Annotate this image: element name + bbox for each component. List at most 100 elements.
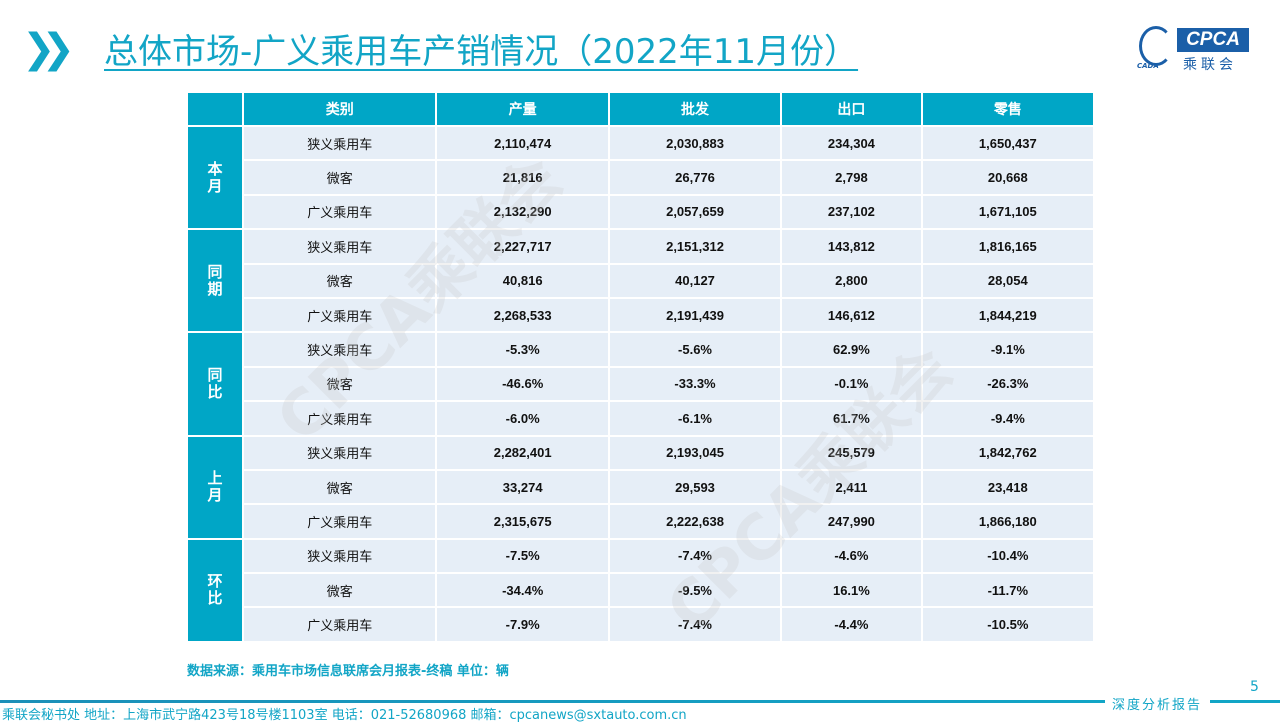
category-cell: 微客 (244, 264, 436, 297)
value-cell: 2,282,401 (437, 436, 608, 469)
value-cell: -7.4% (609, 539, 781, 573)
group-label: 同比 (188, 333, 242, 435)
value-cell: 2,191,439 (609, 298, 781, 332)
value-cell: -11.7% (922, 574, 1093, 607)
table-row: 微客 40,816 40,127 2,800 28,054 (188, 264, 1093, 297)
value-cell: -4.6% (782, 539, 921, 573)
page-title: 总体市场-广义乘用车产销情况（2022年11月份） (104, 32, 859, 72)
category-cell: 微客 (244, 470, 436, 504)
value-cell: 33,274 (437, 470, 608, 504)
logo-cn: 乘联会 (1183, 57, 1237, 73)
value-cell: 146,612 (782, 298, 921, 332)
column-header: 类别 (244, 93, 436, 125)
category-cell: 广义乘用车 (244, 505, 436, 538)
value-cell: -7.4% (609, 608, 781, 641)
value-cell: -33.3% (609, 367, 781, 401)
value-cell: -34.4% (437, 574, 608, 607)
category-cell: 微客 (244, 161, 436, 194)
data-source-note: 数据来源：乘用车市场信息联席会月报表-终稿 单位：辆 (187, 664, 509, 679)
value-cell: 1,671,105 (922, 195, 1093, 229)
value-cell: -7.9% (437, 608, 608, 641)
footer-divider-right (1210, 700, 1280, 703)
value-cell: 16.1% (782, 574, 921, 607)
category-cell: 狭义乘用车 (244, 230, 436, 263)
value-cell: 21,816 (437, 161, 608, 194)
value-cell: 247,990 (782, 505, 921, 538)
value-cell: 2,110,474 (437, 127, 608, 160)
column-header (188, 93, 242, 125)
category-cell: 狭义乘用车 (244, 436, 436, 469)
footer-contact: 乘联会秘书处 地址：上海市武宁路423号18号楼1103室 电话：021-526… (2, 708, 687, 723)
value-cell: -46.6% (437, 367, 608, 401)
table-row: 本月 狭义乘用车 2,110,474 2,030,883 234,304 1,650,43… (188, 127, 1093, 229)
table-row: 同比 狭义乘用车 -5.3% -5.6% 62.9% -9.1% (188, 333, 1093, 435)
group-label-text: 上月 (207, 469, 223, 505)
value-cell: 2,193,045 (609, 436, 781, 469)
value-cell: 2,030,883 (609, 127, 781, 160)
value-cell: 2,411 (782, 470, 921, 504)
group-label: 本月 (188, 127, 242, 229)
value-cell: -26.3% (922, 367, 1093, 401)
category-cell: 广义乘用车 (244, 298, 436, 332)
footer-tag: 深度分析报告 (1112, 698, 1203, 713)
category-cell: 狭义乘用车 (244, 127, 436, 160)
value-cell: -5.6% (609, 333, 781, 366)
value-cell: 2,057,659 (609, 195, 781, 229)
value-cell: 2,798 (782, 161, 921, 194)
table-row: 微客 33,274 29,593 2,411 23,418 (188, 470, 1093, 504)
value-cell: 1,816,165 (922, 230, 1093, 263)
value-cell: 20,668 (922, 161, 1093, 194)
value-cell: -4.4% (782, 608, 921, 641)
value-cell: 2,151,312 (609, 230, 781, 263)
footer-divider (0, 700, 1105, 703)
logo-small: CADA (1137, 62, 1159, 70)
value-cell: 1,844,219 (922, 298, 1093, 332)
value-cell: 23,418 (922, 470, 1093, 504)
sales-table: 类别 产量 批发 出口 零售 本月 狭义乘用车 2,110,474 2,030,883 234,… (186, 91, 1095, 643)
group-label-text: 本月 (207, 159, 223, 195)
value-cell: 2,222,638 (609, 505, 781, 538)
category-cell: 广义乘用车 (244, 195, 436, 229)
table-row: 广义乘用车 2,132,290 2,057,659 237,102 1,671,105 (188, 195, 1093, 229)
value-cell: 2,315,675 (437, 505, 608, 538)
value-cell: -9.5% (609, 574, 781, 607)
column-header: 产量 (437, 93, 608, 125)
category-cell: 微客 (244, 574, 436, 607)
cpca-logo: CPCA 乘联会 CADA (1135, 24, 1260, 73)
value-cell: -10.4% (922, 539, 1093, 573)
value-cell: 40,127 (609, 264, 781, 297)
table-row: 微客 -46.6% -33.3% -0.1% -26.3% (188, 367, 1093, 401)
value-cell: -0.1% (782, 367, 921, 401)
value-cell: 1,842,762 (922, 436, 1093, 469)
value-cell: 245,579 (782, 436, 921, 469)
category-cell: 狭义乘用车 (244, 333, 436, 366)
group-label: 同期 (188, 230, 242, 332)
value-cell: 1,650,437 (922, 127, 1093, 160)
table-row: 同期 狭义乘用车 2,227,717 2,151,312 143,812 1,816,16… (188, 230, 1093, 332)
table-row: 广义乘用车 -7.9% -7.4% -4.4% -10.5% (188, 608, 1093, 641)
category-cell: 广义乘用车 (244, 608, 436, 641)
logo-text: CPCA (1177, 28, 1249, 52)
value-cell: 234,304 (782, 127, 921, 160)
table-row: 广义乘用车 2,268,533 2,191,439 146,612 1,844,219 (188, 298, 1093, 332)
table-row: 环比 狭义乘用车 -7.5% -7.4% -4.6% -10.4% (188, 539, 1093, 641)
group-label-text: 同期 (207, 262, 223, 298)
value-cell: 29,593 (609, 470, 781, 504)
value-cell: -6.1% (609, 402, 781, 435)
value-cell: 143,812 (782, 230, 921, 263)
group-label: 上月 (188, 436, 242, 538)
value-cell: -9.4% (922, 402, 1093, 435)
table-row: 广义乘用车 -6.0% -6.1% 61.7% -9.4% (188, 402, 1093, 435)
category-cell: 广义乘用车 (244, 402, 436, 435)
value-cell: 61.7% (782, 402, 921, 435)
column-header: 零售 (922, 93, 1093, 125)
table-row: 微客 21,816 26,776 2,798 20,668 (188, 161, 1093, 194)
category-cell: 狭义乘用车 (244, 539, 436, 573)
value-cell: 28,054 (922, 264, 1093, 297)
category-cell: 微客 (244, 367, 436, 401)
value-cell: 62.9% (782, 333, 921, 366)
logo-emblem-icon (1139, 26, 1173, 66)
column-header: 批发 (609, 93, 781, 125)
value-cell: -9.1% (922, 333, 1093, 366)
value-cell: -5.3% (437, 333, 608, 366)
